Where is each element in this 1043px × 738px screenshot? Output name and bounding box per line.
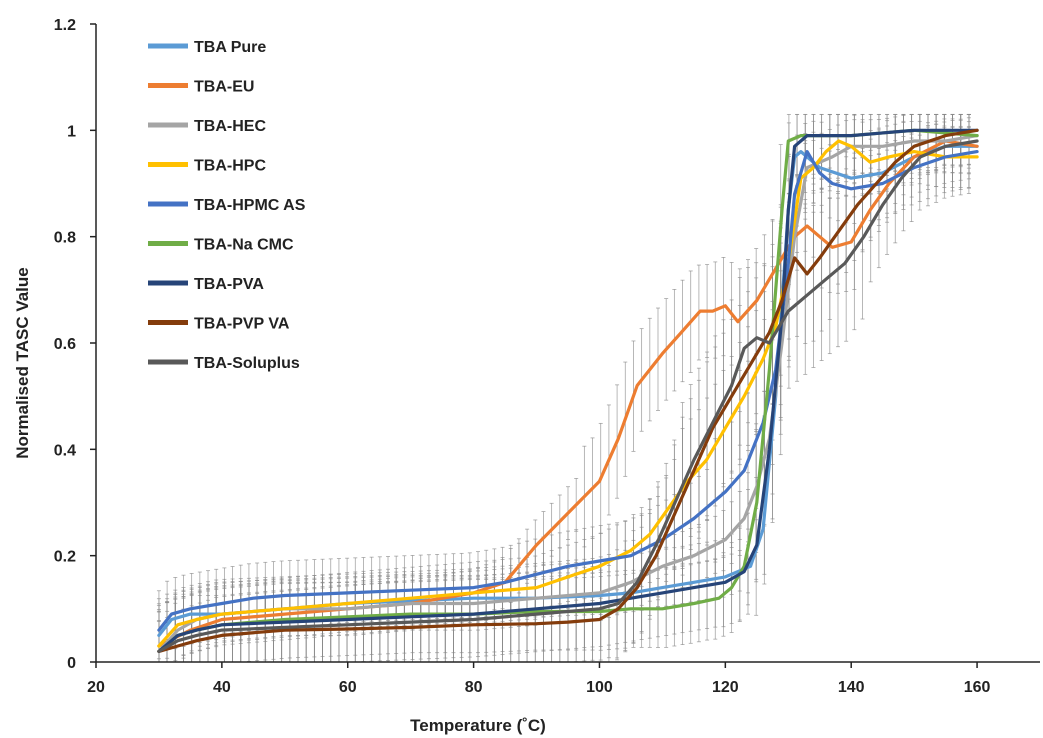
x-tick-label: 100 [586, 679, 613, 696]
legend-label: TBA-HPMC AS [194, 197, 306, 214]
series-line-tba-hpmc-as [157, 150, 979, 632]
x-axis-title: Temperature (˚C) [410, 716, 546, 735]
legend-label: TBA-EU [194, 79, 254, 96]
y-tick-label: 1 [67, 123, 76, 140]
x-tick-label: 80 [465, 679, 483, 696]
y-tick-label: 0.6 [54, 336, 76, 353]
x-tick-label: 120 [712, 679, 739, 696]
series-line-tba-soluplus [157, 139, 979, 653]
y-tick-label: 0.8 [54, 230, 76, 247]
x-tick-label: 140 [838, 679, 865, 696]
x-axis-ticks: 20 40 60 80 100 120 140 160 [87, 662, 991, 696]
x-tick-label: 160 [964, 679, 991, 696]
y-axis-ticks: 0 0.2 0.4 0.6 0.8 1 1.2 [54, 17, 96, 672]
y-tick-label: 0.4 [54, 442, 76, 459]
y-tick-label: 1.2 [54, 17, 76, 34]
series-line-tba-eu [157, 139, 979, 648]
series-lines [157, 128, 979, 653]
x-tick-label: 20 [87, 679, 105, 696]
y-axis-title: Normalised TASC Value [13, 267, 32, 458]
legend-label: TBA-HPC [194, 158, 266, 175]
legend-label: TBA-Soluplus [194, 355, 300, 372]
series-line-tba-pvp-va [157, 128, 979, 653]
legend-label: TBA-HEC [194, 118, 266, 135]
series-line-tba-hpc [157, 139, 979, 648]
legend-label: TBA-Na CMC [194, 237, 294, 254]
legend-label: TBA-PVP VA [194, 316, 290, 333]
x-tick-label: 40 [213, 679, 231, 696]
series-line-tba-pva [157, 128, 979, 653]
y-tick-label: 0.2 [54, 549, 76, 566]
legend: TBA Pure TBA-EU TBA-HEC TBA-HPC TBA-HPMC AS T… [148, 39, 306, 372]
x-tick-label: 60 [339, 679, 357, 696]
series-line-tba-na-cmc [157, 128, 979, 653]
legend-label: TBA-PVA [194, 276, 264, 293]
y-tick-label: 0 [67, 655, 76, 672]
legend-label: TBA Pure [194, 39, 266, 56]
